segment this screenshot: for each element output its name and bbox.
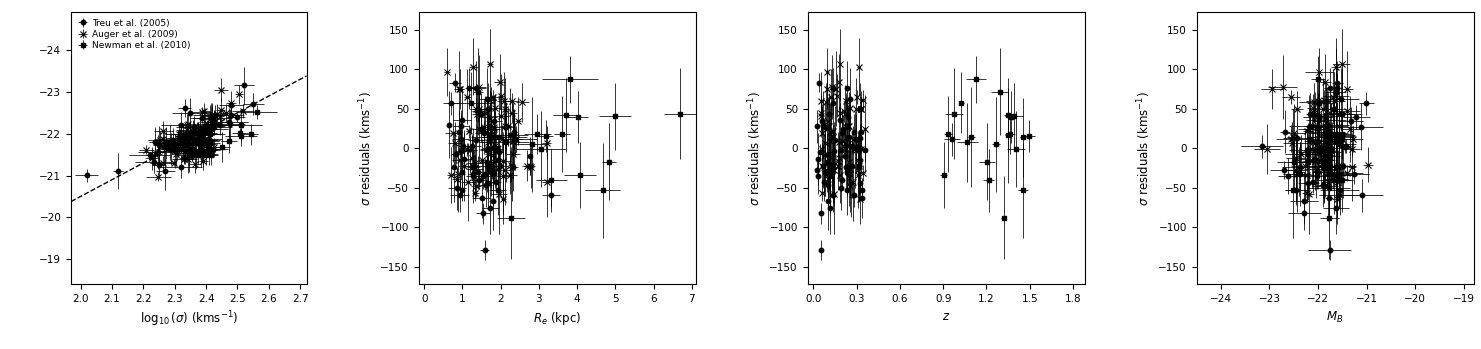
X-axis label: $\log_{10}(\sigma)$ (kms$^{-1}$): $\log_{10}(\sigma)$ (kms$^{-1}$) xyxy=(139,310,238,329)
X-axis label: $M_B$: $M_B$ xyxy=(1327,310,1343,325)
Y-axis label: $\sigma$ residuals (kms$^{-1}$): $\sigma$ residuals (kms$^{-1}$) xyxy=(1136,91,1152,206)
Y-axis label: $\sigma$ residuals (kms$^{-1}$): $\sigma$ residuals (kms$^{-1}$) xyxy=(746,91,764,206)
Y-axis label: $\sigma$ residuals (kms$^{-1}$): $\sigma$ residuals (kms$^{-1}$) xyxy=(357,91,375,206)
Legend: Treu et al. (2005), Auger et al. (2009), Newman et al. (2010): Treu et al. (2005), Auger et al. (2009),… xyxy=(76,17,193,52)
X-axis label: $z$: $z$ xyxy=(942,310,951,323)
X-axis label: $R_e$ (kpc): $R_e$ (kpc) xyxy=(533,310,581,327)
